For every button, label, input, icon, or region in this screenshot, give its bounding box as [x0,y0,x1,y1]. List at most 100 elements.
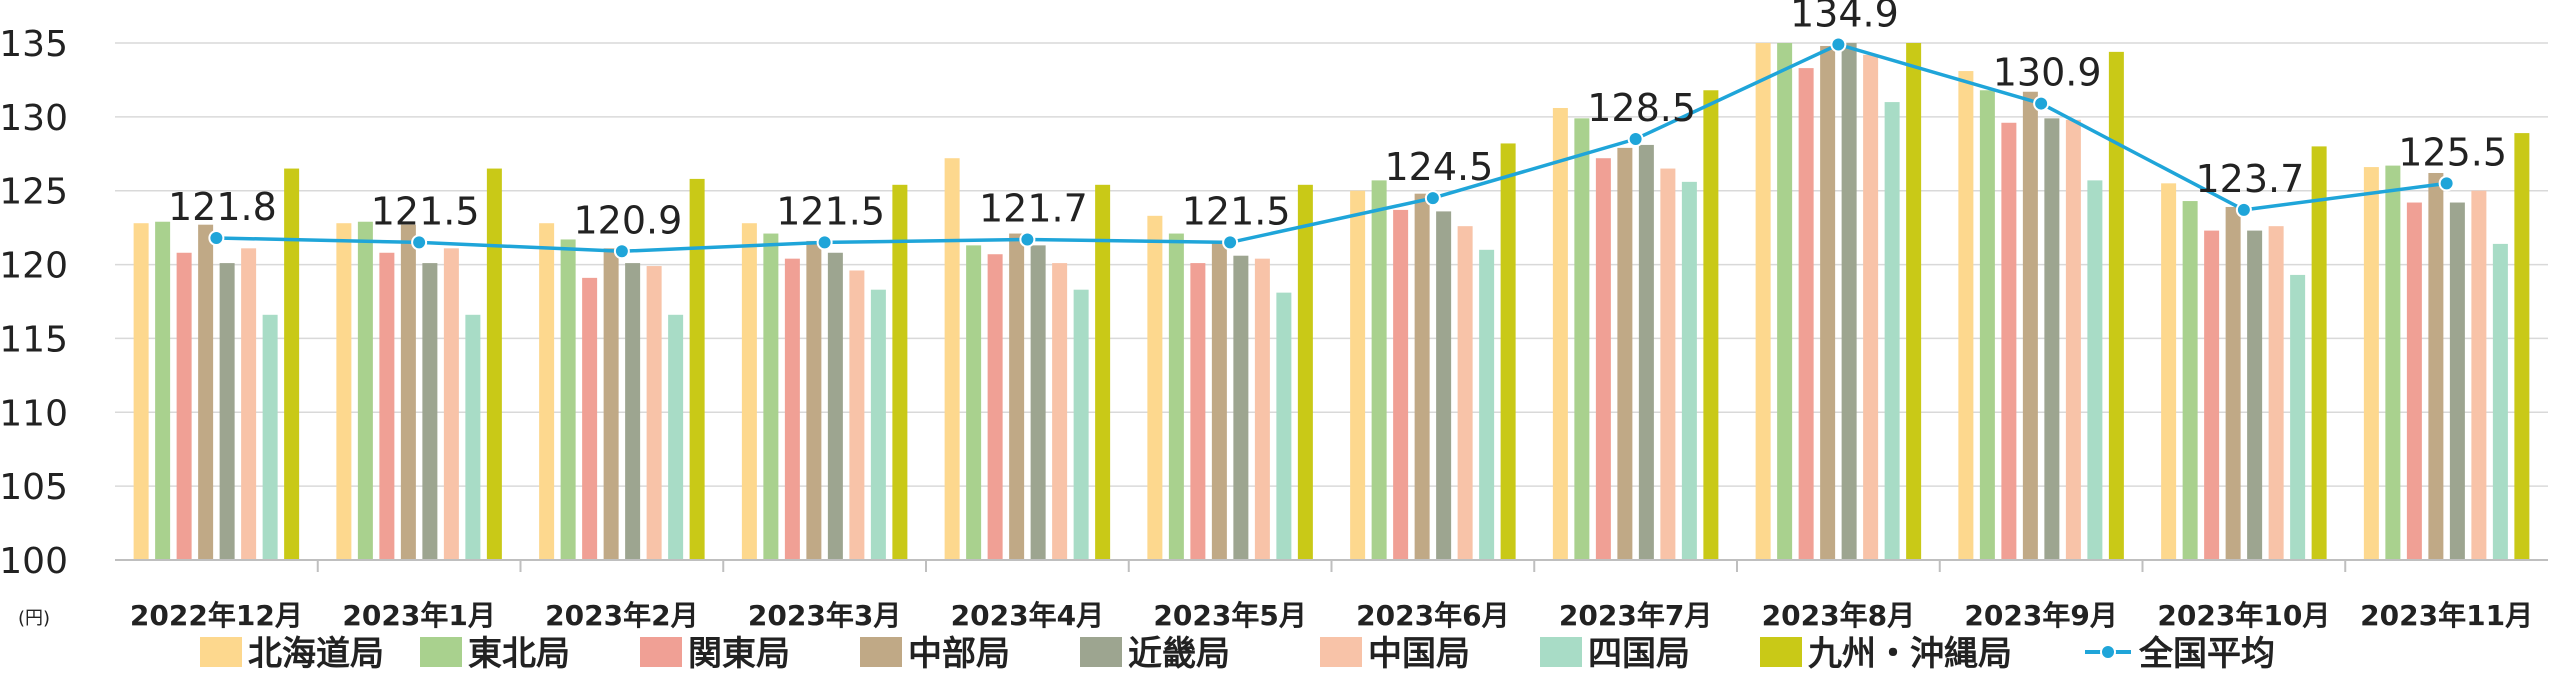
average-data-label: 134.9 [1790,0,1899,35]
bar [2204,230,2220,560]
average-data-label: 121.5 [1182,189,1291,233]
x-category-label: 2023年8月 [1762,599,1915,632]
bar [422,263,438,560]
bar [1617,147,1633,560]
bar [1073,289,1089,560]
legend-entry-label: 東北局 [468,634,570,674]
x-category-label: 2023年9月 [1964,599,2117,632]
bar [539,223,555,560]
bar [1276,292,1292,560]
bar [1095,184,1111,560]
bar [2044,118,2060,560]
average-data-label: 121.5 [371,189,480,233]
bar [1574,118,1590,560]
bar [1841,43,1857,560]
bar [176,252,192,561]
x-category-label: 2023年4月 [951,599,1104,632]
bar [1660,168,1676,561]
bar [827,252,843,561]
y-tick-label: 135 [0,24,68,65]
average-line-path [216,42,2447,254]
bar [668,314,684,560]
average-point [411,234,428,251]
bar [1906,43,1922,560]
x-category-label: 2022年12月 [130,599,303,632]
bar [603,248,619,560]
bar [241,248,257,560]
legend-swatch [1540,637,1582,667]
bar [357,221,373,560]
average-point [208,229,225,246]
bar [2108,51,2124,561]
average-point [613,243,630,260]
bar [1009,233,1025,560]
bar [2471,190,2487,560]
bar [646,266,662,560]
y-tick-label: 125 [0,172,68,213]
legend-entry-label: 北海道局 [248,634,384,674]
legend-entry-label: 四国局 [1588,634,1690,674]
bar [1820,45,1836,560]
bar [1979,90,1995,561]
average-data-label: 121.7 [979,186,1088,230]
bar [870,289,886,560]
x-category-label: 2023年1月 [342,599,495,632]
bar [2001,122,2017,560]
bar [1798,68,1814,561]
bar [2225,206,2241,560]
bar [1681,181,1697,560]
average-point [1424,190,1441,207]
bar [582,277,598,560]
y-tick-label: 110 [0,393,68,434]
bar [1703,90,1719,561]
average-data-label: 123.7 [2195,157,2304,201]
y-unit-label: (円) [18,608,50,629]
average-data-label: 130.9 [1993,51,2102,95]
bar [198,224,214,560]
bar [560,239,576,560]
bar [2385,165,2401,561]
bar [155,221,171,560]
bar [966,245,982,560]
bar [443,248,459,560]
data-labels: 121.8 121.5 120.9 121.5 121.7 121.5 124.5 128.5… [168,0,2507,242]
bar [2492,243,2508,561]
x-category-label: 2023年5月 [1153,599,1306,632]
bar [1190,263,1206,560]
average-data-label: 120.9 [573,198,682,242]
bar [2449,202,2465,560]
bar [1350,190,1366,560]
average-point [1019,231,1036,248]
average-point [2235,201,2252,218]
bar [486,168,502,561]
bar [763,233,779,560]
bar [2311,146,2327,560]
y-tick-label: 100 [0,541,68,582]
bar [2182,201,2198,560]
legend-entry-label: 九州・沖縄局 [1808,634,2012,674]
x-category-label: 2023年3月 [748,599,901,632]
bar [784,258,800,560]
bar [1457,226,1473,560]
average-point [1627,131,1644,148]
bar [689,178,705,560]
bar [379,252,395,561]
bar [1233,255,1249,561]
average-point [1830,36,1847,53]
bars [133,43,2530,561]
bar [336,223,352,560]
bar [944,158,960,560]
legend-swatch [1320,637,1362,667]
x-category-label: 2023年7月 [1559,599,1712,632]
bar [625,263,641,560]
legend-swatch [1080,637,1122,667]
average-data-label: 121.8 [168,185,277,229]
average-data-label: 121.5 [776,189,885,233]
bar [1958,71,1974,561]
y-tick-label: 105 [0,467,68,508]
x-category-label: 2023年2月 [545,599,698,632]
bar [1884,102,1900,560]
legend-entry-label: 関東局 [688,634,790,674]
x-category-label: 2023年10月 [2157,599,2330,632]
